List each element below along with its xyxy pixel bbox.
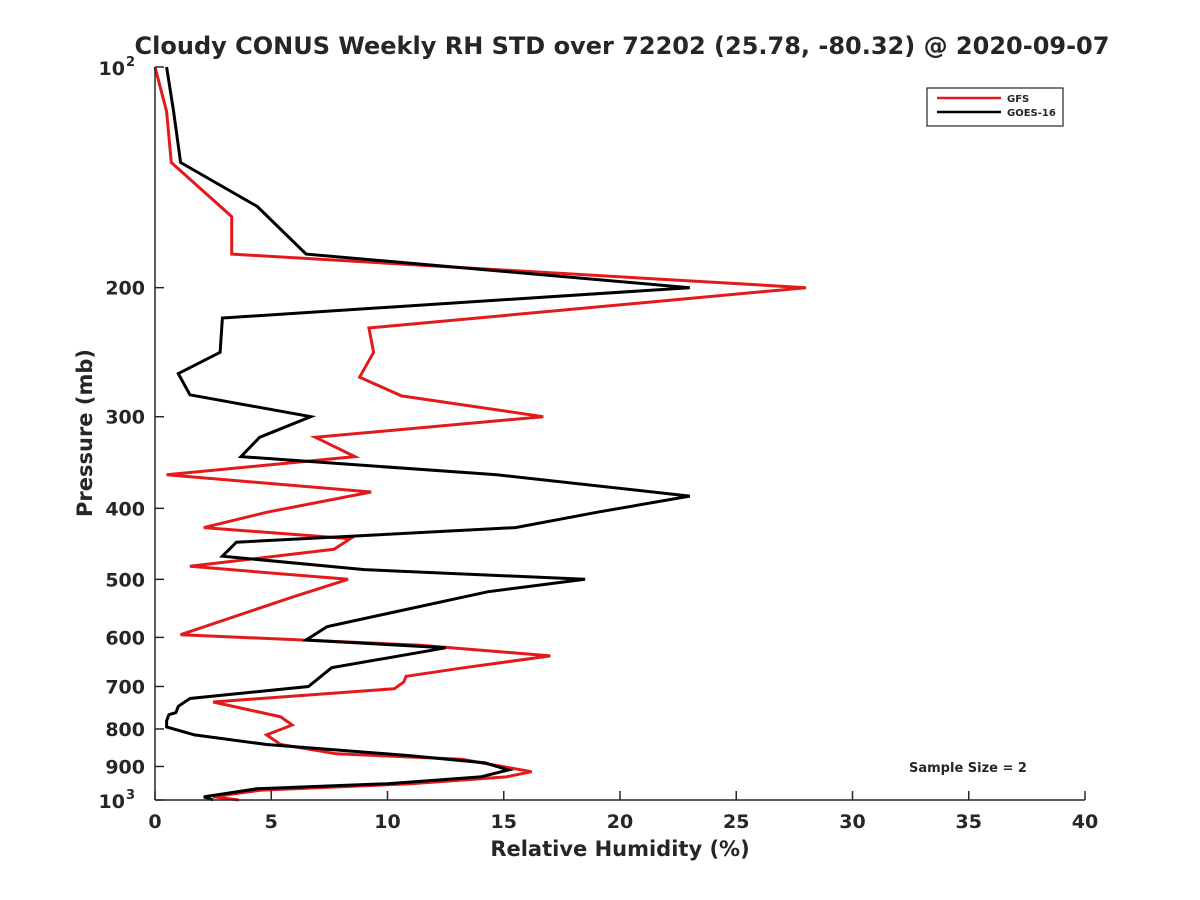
series-layer — [153, 66, 807, 802]
x-tick-label: 30 — [839, 811, 865, 833]
legend: GFS GOES-16 — [926, 87, 1064, 127]
legend-label: GFS — [1007, 94, 1029, 105]
x-tick-label: 10 — [374, 811, 400, 833]
x-tick-label: 20 — [607, 811, 633, 833]
y-tick-label: 600 — [105, 627, 145, 649]
y-tick-label: 10 — [99, 791, 125, 813]
chart-title: Cloudy CONUS Weekly RH STD over 72202 (2… — [135, 32, 1110, 60]
legend-label: GOES-16 — [1007, 108, 1056, 119]
y-tick-label: 10 — [99, 58, 125, 80]
y-tick-label: 500 — [105, 569, 145, 591]
x-axis-label: Relative Humidity (%) — [490, 837, 749, 861]
x-tick-label: 35 — [956, 811, 982, 833]
x-tick-label: 15 — [491, 811, 517, 833]
x-tick-label: 5 — [265, 811, 278, 833]
y-tick-label: 200 — [105, 278, 145, 300]
y-tick-label: 700 — [105, 676, 145, 698]
y-tick-label: 900 — [105, 756, 145, 778]
x-tick-label: 0 — [148, 811, 161, 833]
y-tick-exponent: 2 — [126, 55, 135, 70]
sample-size-annotation: Sample Size = 2 — [909, 761, 1027, 776]
y-tick-label: 300 — [105, 407, 145, 429]
y-tick-label: 800 — [105, 719, 145, 741]
x-tick-label: 25 — [723, 811, 749, 833]
y-tick-label: 400 — [105, 498, 145, 520]
x-tick-label: 40 — [1072, 811, 1098, 833]
series-line-gfs — [153, 66, 807, 802]
y-axis-label: Pressure (mb) — [73, 349, 97, 517]
y-tick-exponent: 3 — [126, 788, 135, 803]
series-line-goes-16 — [165, 66, 691, 802]
legend-box — [926, 87, 1064, 127]
